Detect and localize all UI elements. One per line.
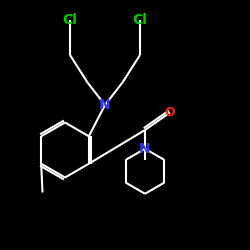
Text: N: N (99, 98, 111, 112)
Text: Cl: Cl (132, 13, 148, 27)
Text: O: O (165, 106, 175, 119)
Text: N: N (139, 142, 151, 156)
Text: Cl: Cl (62, 13, 78, 27)
